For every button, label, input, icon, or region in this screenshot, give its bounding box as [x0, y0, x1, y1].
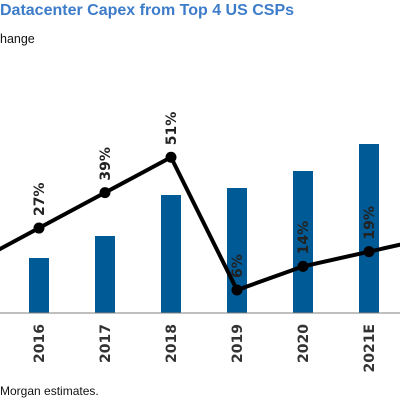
chart-title: Datacenter Capex from Top 4 US CSPs	[0, 2, 295, 19]
growth-point-2018	[165, 151, 177, 163]
bar-2016	[29, 258, 49, 313]
x-tick-2021E: 2021E	[362, 324, 378, 373]
x-tick-2017: 2017	[98, 324, 114, 363]
bar-2017	[95, 236, 115, 313]
growth-point-2021E	[363, 246, 375, 258]
growth-data-labels: 27% 39% 51% 6% 14% 19%	[32, 112, 378, 278]
growth-point-2016	[33, 222, 45, 234]
growth-line-series	[0, 151, 400, 296]
x-tick-2016: 2016	[32, 324, 48, 363]
source-note: Morgan estimates.	[0, 384, 99, 398]
x-tick-2019: 2019	[230, 324, 246, 363]
growth-label-2016: 27%	[32, 183, 48, 217]
growth-point-2019	[231, 284, 243, 296]
bar-series	[29, 144, 379, 313]
x-tick-2018: 2018	[164, 324, 180, 363]
x-tick-2020: 2020	[296, 324, 312, 363]
x-axis-tick-labels: 2016 2017 2018 2019 2020 2021E	[32, 324, 378, 373]
growth-point-2020	[297, 260, 309, 272]
growth-line	[0, 155, 400, 292]
growth-label-2020: 14%	[296, 221, 312, 255]
growth-label-2017: 39%	[98, 147, 114, 181]
bar-2018	[161, 195, 181, 313]
growth-point-2017	[99, 187, 111, 199]
bar-2021E	[359, 144, 379, 313]
bar-2020	[293, 171, 313, 313]
chart-subtitle: hange	[0, 32, 35, 46]
growth-label-2018: 51%	[164, 112, 180, 146]
growth-label-2021E: 19%	[362, 206, 378, 240]
growth-label-2019: 6%	[230, 254, 246, 278]
